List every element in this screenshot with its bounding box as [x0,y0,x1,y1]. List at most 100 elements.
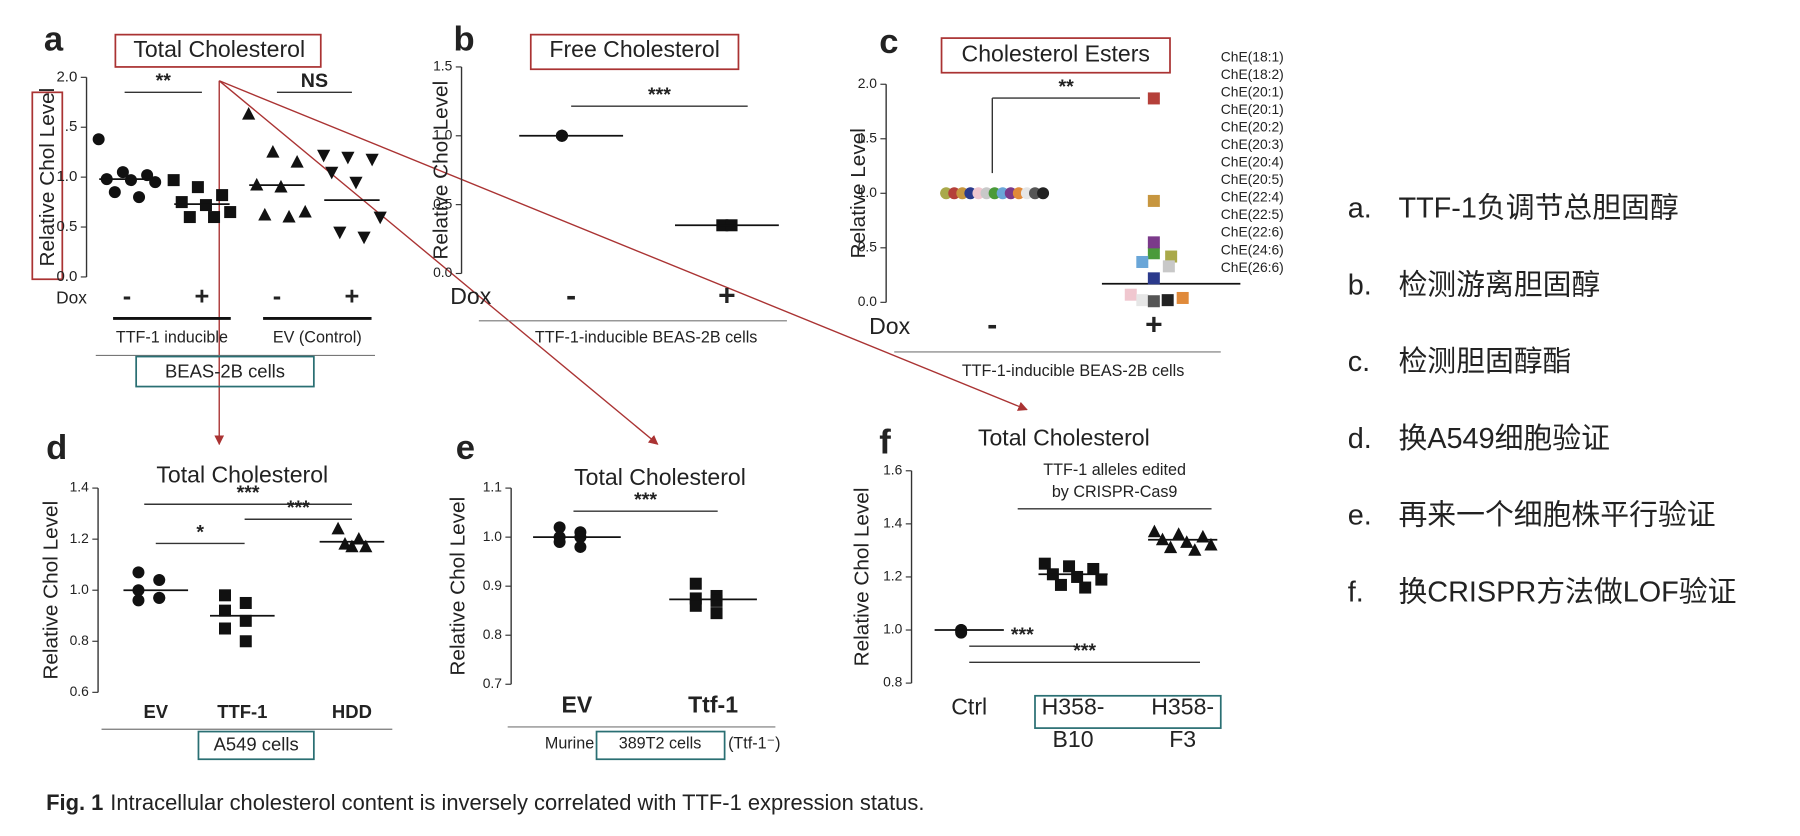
legend-entry: ChE(26:6) [1221,259,1284,275]
data-point [689,577,702,590]
data-point [191,181,204,194]
data-point [1095,573,1108,586]
panel-label: b [453,21,474,59]
arrows [214,80,1028,446]
y-tick-label: 0.8 [70,632,90,648]
data-point [1038,557,1051,570]
legend-entry: ChE(20:3) [1221,136,1284,152]
note-text: 换A549细胞验证 [1398,423,1609,455]
data-point [352,531,366,545]
data-point [298,204,312,218]
data-point [317,149,331,163]
data-point [219,622,231,635]
data-point [1204,537,1218,551]
data-point [1162,260,1175,273]
y-tick-label: 1.0 [858,184,878,200]
x-tick-label: - [273,282,281,310]
group-label: TTF-1 inducible [116,328,228,346]
significance-label: *** [237,482,260,504]
x-tick-label: + [718,280,736,313]
y-tick-label: .5 [65,118,78,135]
data-point [219,589,231,602]
y-tick-label: 1.0 [56,168,77,185]
significance-label: * [196,521,204,543]
data-point [1136,294,1149,307]
x-tick-label: HDD [332,701,372,722]
x-tick-label: + [345,282,360,310]
note-text: 检测游离胆固醇 [1398,269,1600,301]
caption-text: Intracellular cholesterol content is inv… [110,790,924,815]
cell-label-box [1034,694,1222,729]
data-point [1147,194,1160,207]
y-axis-label: Relative Chol Level [851,488,874,667]
x-tick-label: EV [143,701,168,722]
y-axis-label: Relative Chol Level [36,88,59,267]
x-tick-label: EV [562,691,593,717]
data-point [242,107,256,120]
title-box [114,33,322,68]
arrow [218,80,1028,411]
note-letter: f. [1348,576,1364,608]
panel-label: c [879,23,898,61]
y-tick-label: 1.2 [70,530,89,546]
data-point [333,226,347,240]
caption: Fig. 1 Intracellular cholesterol content … [46,790,924,815]
group-label: TTF-1-inducible BEAS-2B cells [962,362,1184,380]
x-tick-label: - [987,308,997,341]
data-point [219,604,231,617]
x-tick-label: + [195,282,210,310]
y-tick-label: 1.5 [858,129,878,145]
chart-title: Total Cholesterol [574,464,746,490]
data-point [1172,527,1186,540]
data-point [1063,560,1076,573]
note-letter: a. [1348,193,1372,225]
data-point [175,196,188,209]
data-point [338,537,352,550]
y-tick-label: 1.5 [433,58,453,74]
data-point [1071,570,1084,583]
title-box [529,33,740,71]
data-point [357,231,371,245]
y-tick-label: 0.6 [70,683,90,699]
data-point [1136,255,1149,268]
data-point [239,596,252,609]
data-point [290,154,304,168]
data-point [331,521,345,535]
data-point [199,199,212,212]
cell-label-box [595,730,726,761]
data-point [1188,543,1202,556]
significance-label: *** [648,84,671,106]
data-point [1079,581,1092,594]
significance-label: *** [1011,624,1034,646]
data-point [92,133,105,146]
y-tick-label: 0.5 [433,195,453,211]
note-text: 再来一个细胞株平行验证 [1398,500,1715,532]
x-tick-label: - [123,282,131,310]
note-text: TTF-1负调节总胆固醇 [1398,193,1678,225]
panel-label: e [456,429,475,467]
note-letter: d. [1348,423,1372,455]
cell-label-box [135,355,315,388]
data-point [1147,247,1160,260]
legend-entry: ChE(18:2) [1221,66,1284,82]
chart-title: Total Cholesterol [978,425,1150,451]
group-label: TTF-1-inducible BEAS-2B cells [535,328,757,346]
data-point [274,179,288,193]
y-tick-label: 2.0 [56,68,77,85]
chart-title: Cholesterol Esters [962,40,1150,66]
data-point [1147,524,1162,538]
data-point [216,189,229,202]
data-point [341,151,355,165]
legend-entry: ChE(24:6) [1221,241,1284,257]
legend-entry: ChE(20:1) [1221,83,1284,99]
y-tick-label: 1.4 [883,515,903,531]
significance-label: ** [1059,76,1075,98]
significance-label: *** [287,497,310,519]
legend-entry: ChE(22:5) [1221,206,1284,222]
data-point [239,614,252,627]
data-point [574,540,587,553]
data-point [1163,540,1178,554]
data-point [955,626,968,639]
y-tick-label: 0.0 [433,264,453,280]
data-point [239,635,252,648]
